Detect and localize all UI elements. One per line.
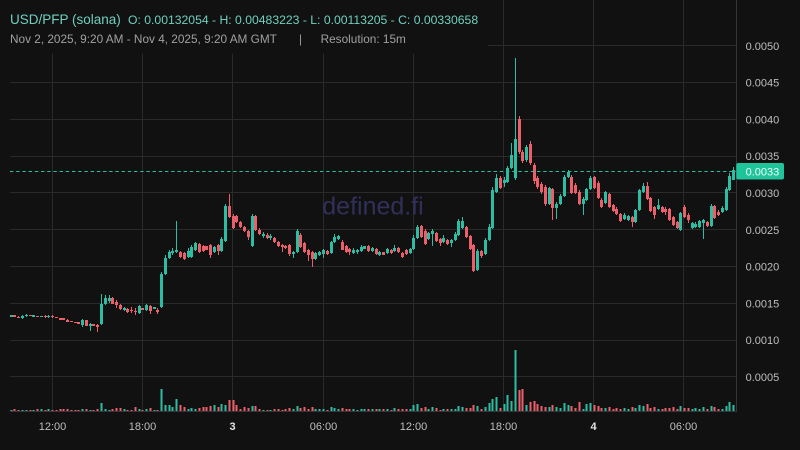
svg-text:0.0015: 0.0015: [746, 298, 780, 310]
svg-text:12:00: 12:00: [39, 421, 67, 433]
svg-text:3: 3: [229, 421, 235, 433]
svg-text:0.0035: 0.0035: [746, 151, 780, 163]
svg-text:0.0040: 0.0040: [746, 114, 780, 126]
svg-text:0.0045: 0.0045: [746, 78, 780, 90]
svg-text:defined.fi: defined.fi: [322, 193, 423, 221]
svg-text:18:00: 18:00: [490, 421, 518, 433]
svg-text:12:00: 12:00: [400, 421, 428, 433]
svg-text:4: 4: [590, 421, 597, 433]
svg-text:|: |: [299, 32, 302, 46]
svg-text:06:00: 06:00: [670, 421, 698, 433]
svg-text:USD/PFP (solana): USD/PFP (solana): [10, 12, 121, 27]
svg-text:06:00: 06:00: [310, 421, 338, 433]
svg-text:0.0010: 0.0010: [746, 335, 780, 347]
svg-text:18:00: 18:00: [129, 421, 157, 433]
svg-text:0.0025: 0.0025: [746, 225, 780, 237]
svg-text:Resolution: 15m: Resolution: 15m: [321, 32, 406, 46]
svg-text:O: 0.00132054 - H: 0.00483223: O: 0.00132054 - H: 0.00483223 - L: 0.001…: [128, 13, 478, 27]
svg-text:0.0005: 0.0005: [746, 372, 780, 384]
svg-text:0.0020: 0.0020: [746, 262, 780, 274]
svg-text:0.0033: 0.0033: [746, 166, 780, 178]
svg-text:0.0050: 0.0050: [746, 41, 780, 53]
svg-text:0.0030: 0.0030: [746, 188, 780, 200]
svg-text:Nov 2, 2025, 9:20 AM - Nov 4,: Nov 2, 2025, 9:20 AM - Nov 4, 2025, 9:20…: [10, 32, 277, 46]
